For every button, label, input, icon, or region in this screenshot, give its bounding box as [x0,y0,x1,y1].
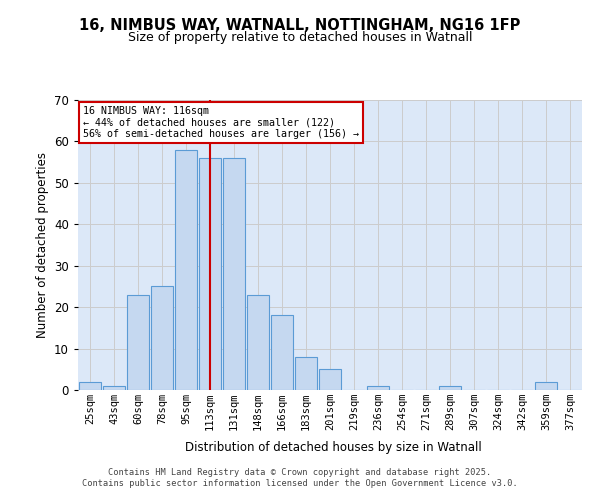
Bar [103,386,125,390]
Text: 16 NIMBUS WAY: 116sqm
← 44% of detached houses are smaller (122)
56% of semi-det: 16 NIMBUS WAY: 116sqm ← 44% of detached … [83,106,359,139]
Bar [175,150,197,390]
Text: 16, NIMBUS WAY, WATNALL, NOTTINGHAM, NG16 1FP: 16, NIMBUS WAY, WATNALL, NOTTINGHAM, NG1… [79,18,521,32]
Bar [439,386,461,390]
Y-axis label: Number of detached properties: Number of detached properties [35,152,49,338]
Bar [367,386,389,390]
Bar [127,294,149,390]
Bar [151,286,173,390]
Bar [199,158,221,390]
Bar [79,382,101,390]
Text: Contains HM Land Registry data © Crown copyright and database right 2025.
Contai: Contains HM Land Registry data © Crown c… [82,468,518,487]
Text: Size of property relative to detached houses in Watnall: Size of property relative to detached ho… [128,31,472,44]
Bar [271,316,293,390]
Bar [535,382,557,390]
Text: Distribution of detached houses by size in Watnall: Distribution of detached houses by size … [185,441,481,454]
Bar [223,158,245,390]
Bar [295,357,317,390]
Bar [247,294,269,390]
Bar [319,370,341,390]
